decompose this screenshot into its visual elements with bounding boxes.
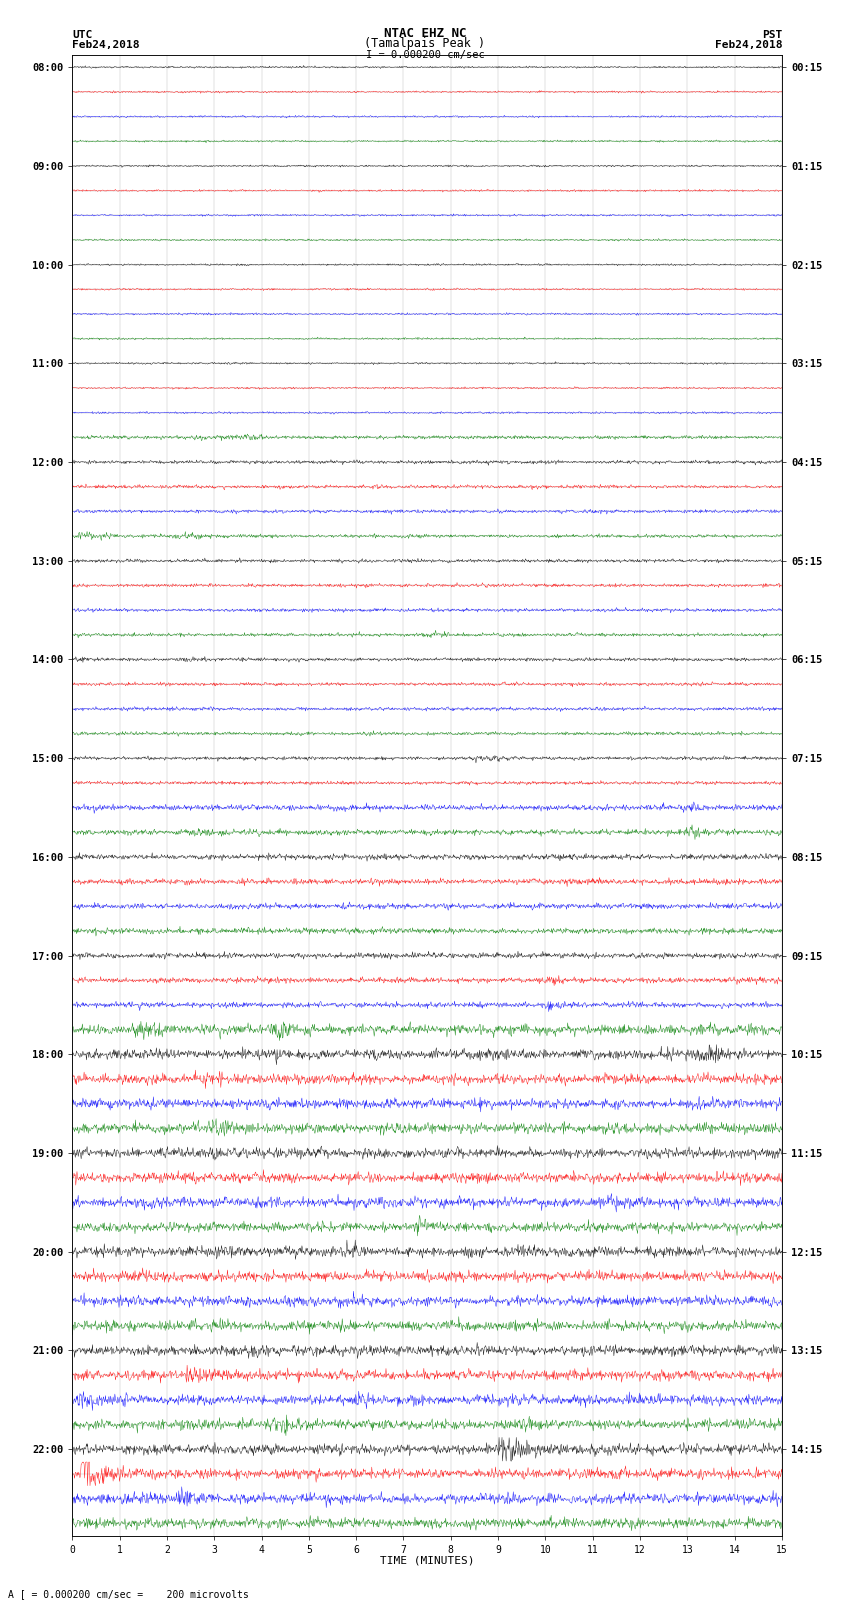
Text: Feb24,2018: Feb24,2018 xyxy=(72,40,139,50)
Text: NTAC EHZ NC: NTAC EHZ NC xyxy=(383,26,467,39)
X-axis label: TIME (MINUTES): TIME (MINUTES) xyxy=(380,1557,474,1566)
Text: Feb24,2018: Feb24,2018 xyxy=(715,40,782,50)
Text: I = 0.000200 cm/sec: I = 0.000200 cm/sec xyxy=(366,50,484,60)
Text: (Tamalpais Peak ): (Tamalpais Peak ) xyxy=(365,37,485,50)
Text: PST: PST xyxy=(762,29,782,39)
Text: UTC: UTC xyxy=(72,29,93,39)
Text: A [ = 0.000200 cm/sec =    200 microvolts: A [ = 0.000200 cm/sec = 200 microvolts xyxy=(8,1589,249,1598)
